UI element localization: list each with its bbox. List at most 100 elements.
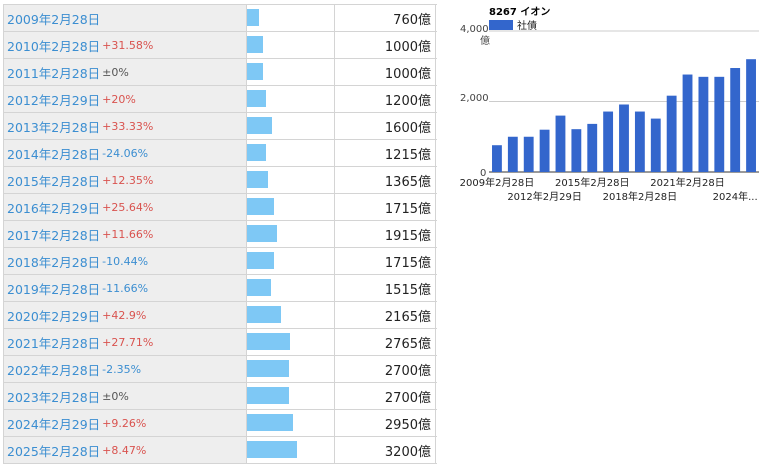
x-tick-label: 2012年2月29日 bbox=[507, 190, 582, 203]
bar-cell bbox=[247, 59, 335, 85]
value-bar bbox=[247, 198, 274, 215]
date-link[interactable]: 2025年2月28日 bbox=[7, 443, 101, 459]
row-label-cell: 2012年2月29日 +20% bbox=[4, 86, 247, 112]
change-percent: -10.44% bbox=[102, 254, 149, 268]
table-row: 2013年2月28日 +33.33% 1600億 bbox=[4, 113, 437, 140]
table-row: 2017年2月28日 +11.66% 1915億 bbox=[4, 221, 437, 248]
value-bar bbox=[247, 90, 266, 107]
bar-cell bbox=[247, 437, 335, 463]
table-row: 2018年2月28日 -10.44% 1715億 bbox=[4, 248, 437, 275]
date-link[interactable]: 2012年2月29日 bbox=[7, 92, 101, 108]
x-tick-label: 2015年2月28日 bbox=[555, 176, 630, 189]
bar-cell bbox=[247, 356, 335, 382]
date-link[interactable]: 2023年2月28日 bbox=[7, 389, 101, 405]
date-link[interactable]: 2015年2月28日 bbox=[7, 173, 101, 189]
value-bar bbox=[247, 252, 274, 269]
change-percent: +8.47% bbox=[102, 443, 147, 457]
chart-bar bbox=[571, 129, 582, 172]
row-label-cell: 2025年2月28日 +8.47% bbox=[4, 437, 247, 463]
date-link[interactable]: 2021年2月28日 bbox=[7, 335, 101, 351]
chart-bar bbox=[587, 123, 598, 172]
change-percent: ±0% bbox=[102, 65, 129, 79]
x-tick-label: 2018年2月28日 bbox=[603, 190, 678, 203]
value-cell: 1000億 bbox=[335, 59, 436, 85]
y-tick-label: 億 bbox=[480, 34, 490, 47]
value-bar bbox=[247, 63, 263, 80]
date-link[interactable]: 2010年2月28日 bbox=[7, 38, 101, 54]
x-tick-label: 2009年2月28日 bbox=[460, 176, 535, 189]
table-row: 2010年2月28日 +31.58% 1000億 bbox=[4, 32, 437, 59]
date-link[interactable]: 2022年2月28日 bbox=[7, 362, 101, 378]
row-label-cell: 2021年2月28日 +27.71% bbox=[4, 329, 247, 355]
chart-bar bbox=[492, 145, 502, 172]
table-row: 2022年2月28日 -2.35% 2700億 bbox=[4, 356, 437, 383]
bar-cell bbox=[247, 275, 335, 301]
date-link[interactable]: 2018年2月28日 bbox=[7, 254, 101, 270]
x-tick-label: 2024年... bbox=[713, 190, 758, 203]
value-cell: 760億 bbox=[335, 5, 436, 31]
row-label-cell: 2011年2月28日 ±0% bbox=[4, 59, 247, 85]
value-cell: 1000億 bbox=[335, 32, 436, 58]
value-cell: 2165億 bbox=[335, 302, 436, 328]
change-percent: +9.26% bbox=[102, 416, 147, 430]
value-cell: 2700億 bbox=[335, 383, 436, 409]
chart-bar bbox=[634, 111, 645, 172]
chart-bar bbox=[619, 104, 629, 172]
chart-bar bbox=[539, 129, 550, 172]
value-cell: 1715億 bbox=[335, 194, 436, 220]
date-link[interactable]: 2014年2月28日 bbox=[7, 146, 101, 162]
date-link[interactable]: 2009年2月28日 bbox=[7, 11, 101, 27]
value-cell: 1515億 bbox=[335, 275, 436, 301]
table-row: 2015年2月28日 +12.35% 1365億 bbox=[4, 167, 437, 194]
chart-bar bbox=[714, 76, 725, 172]
value-bar bbox=[247, 144, 266, 161]
table-row: 2020年2月29日 +42.9% 2165億 bbox=[4, 302, 437, 329]
table-row: 2023年2月28日 ±0% 2700億 bbox=[4, 383, 437, 410]
change-percent: +25.64% bbox=[102, 200, 154, 214]
date-link[interactable]: 2011年2月28日 bbox=[7, 65, 101, 81]
value-bar bbox=[247, 306, 281, 323]
chart-bar bbox=[555, 115, 566, 172]
value-bar bbox=[247, 441, 297, 458]
date-link[interactable]: 2017年2月28日 bbox=[7, 227, 101, 243]
chart-bar bbox=[603, 111, 614, 172]
change-percent: +42.9% bbox=[102, 308, 147, 322]
value-bar bbox=[247, 171, 268, 188]
date-link[interactable]: 2020年2月29日 bbox=[7, 308, 101, 324]
chart-bar bbox=[666, 95, 677, 172]
bond-table: 2009年2月28日 760億 2010年2月28日 +31.58% 1000億 2011… bbox=[3, 4, 437, 464]
table-row: 2014年2月28日 -24.06% 1215億 bbox=[4, 140, 437, 167]
value-bar bbox=[247, 36, 263, 53]
table-row: 2024年2月29日 +9.26% 2950億 bbox=[4, 410, 437, 437]
row-label-cell: 2018年2月28日 -10.44% bbox=[4, 248, 247, 274]
value-bar bbox=[247, 225, 277, 242]
value-bar bbox=[247, 414, 293, 431]
table-row: 2016年2月29日 +25.64% 1715億 bbox=[4, 194, 437, 221]
change-percent: +20% bbox=[102, 92, 136, 106]
change-percent: +33.33% bbox=[102, 119, 154, 133]
date-link[interactable]: 2013年2月28日 bbox=[7, 119, 101, 135]
change-percent: ±0% bbox=[102, 389, 129, 403]
y-tick-label: 2,000 bbox=[460, 93, 489, 104]
row-label-cell: 2024年2月29日 +9.26% bbox=[4, 410, 247, 436]
date-link[interactable]: 2019年2月28日 bbox=[7, 281, 101, 297]
chart-bar bbox=[507, 136, 518, 172]
bar-cell bbox=[247, 113, 335, 139]
row-label-cell: 2009年2月28日 bbox=[4, 5, 247, 31]
bar-cell bbox=[247, 194, 335, 220]
legend-label: 社債 bbox=[517, 19, 537, 32]
chart-bar bbox=[682, 74, 693, 172]
table-row: 2025年2月28日 +8.47% 3200億 bbox=[4, 437, 437, 464]
value-cell: 1200億 bbox=[335, 86, 436, 112]
value-cell: 1600億 bbox=[335, 113, 436, 139]
change-percent: +27.71% bbox=[102, 335, 154, 349]
date-link[interactable]: 2016年2月29日 bbox=[7, 200, 101, 216]
chart-bar bbox=[650, 118, 661, 172]
table-row: 2019年2月28日 -11.66% 1515億 bbox=[4, 275, 437, 302]
bar-cell bbox=[247, 5, 335, 31]
row-label-cell: 2019年2月28日 -11.66% bbox=[4, 275, 247, 301]
bar-cell bbox=[247, 167, 335, 193]
date-link[interactable]: 2024年2月29日 bbox=[7, 416, 101, 432]
bar-cell bbox=[247, 383, 335, 409]
legend-swatch bbox=[489, 20, 513, 30]
